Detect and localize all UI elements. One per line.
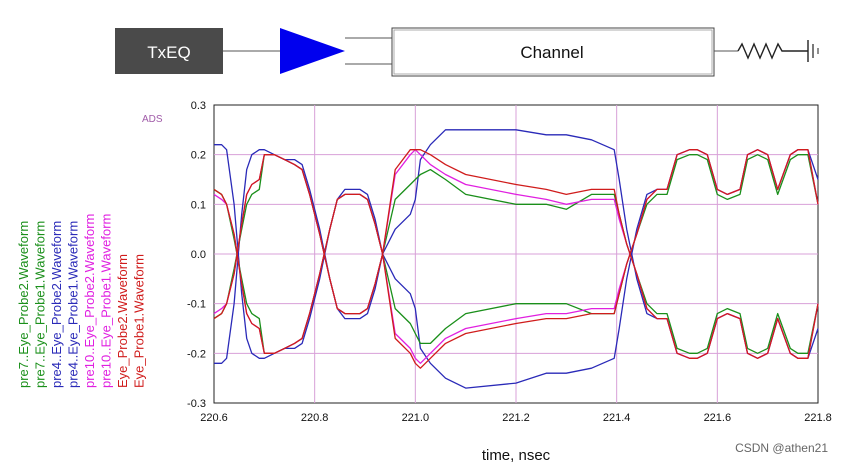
series-line <box>213 149 819 369</box>
y-tick-label: -0.2 <box>187 348 206 360</box>
legend-entry: pre10..Eye_Probe2.Waveform <box>82 214 97 388</box>
y-tick-label: -0.1 <box>187 299 206 311</box>
resistor-icon <box>737 42 808 60</box>
ads-tag: ADS <box>142 114 163 125</box>
watermark: CSDN @athen21 <box>735 441 828 455</box>
x-tick-label: 221.6 <box>704 412 732 424</box>
channel-label: Channel <box>520 43 583 62</box>
legend-entry: Eye_Probe1.Waveform <box>132 254 147 388</box>
x-axis-title: time, nsec <box>482 447 551 464</box>
y-tick-labels: 0.3 0.2 0.1 0.0 -0.1 -0.2 -0.3 <box>187 100 206 410</box>
x-tick-label: 220.8 <box>301 412 329 424</box>
x-tick-label: 221.8 <box>804 412 832 424</box>
legend-entry: pre4..Eye_Probe2.Waveform <box>49 221 64 388</box>
y-tick-label: 0.3 <box>191 100 206 112</box>
txeq-label: TxEQ <box>147 43 190 62</box>
x-tick-label: 220.6 <box>200 412 228 424</box>
channel-block <box>391 27 715 77</box>
channel-inner <box>393 29 713 75</box>
y-tick-label: 0.0 <box>191 249 206 261</box>
x-tick-labels: 220.6 220.8 221.0 221.2 221.4 221.6 221.8 <box>200 412 832 424</box>
legend-entry: pre10..Eye_Probe1.Waveform <box>99 214 114 388</box>
legend-entry: Eye_Probe2.Waveform <box>115 254 130 388</box>
x-tick-label: 221.2 <box>502 412 530 424</box>
block-diagram: TxEQ Channel <box>115 27 819 77</box>
legend: pre7..Eye_Probe2.Waveform pre7..Eye_Probe… <box>16 214 147 388</box>
y-tick-label: -0.3 <box>187 398 206 410</box>
legend-entry: pre7..Eye_Probe2.Waveform <box>16 221 31 388</box>
x-tick-label: 221.0 <box>402 412 430 424</box>
x-tick-label: 221.4 <box>603 412 631 424</box>
eye-plot: 0.3 0.2 0.1 0.0 -0.1 -0.2 -0.3 220.6 220.8 221.0… <box>187 100 832 424</box>
series-line <box>213 149 819 359</box>
legend-entry: pre7..Eye_Probe1.Waveform <box>33 221 48 388</box>
txeq-block <box>115 28 223 74</box>
legend-entry: pre4..Eye_Probe1.Waveform <box>66 221 81 388</box>
y-tick-label: 0.2 <box>191 150 206 162</box>
buffer-triangle <box>280 28 345 74</box>
series-group <box>213 129 819 389</box>
y-tick-label: 0.1 <box>191 199 206 211</box>
ground-icon <box>807 40 819 62</box>
